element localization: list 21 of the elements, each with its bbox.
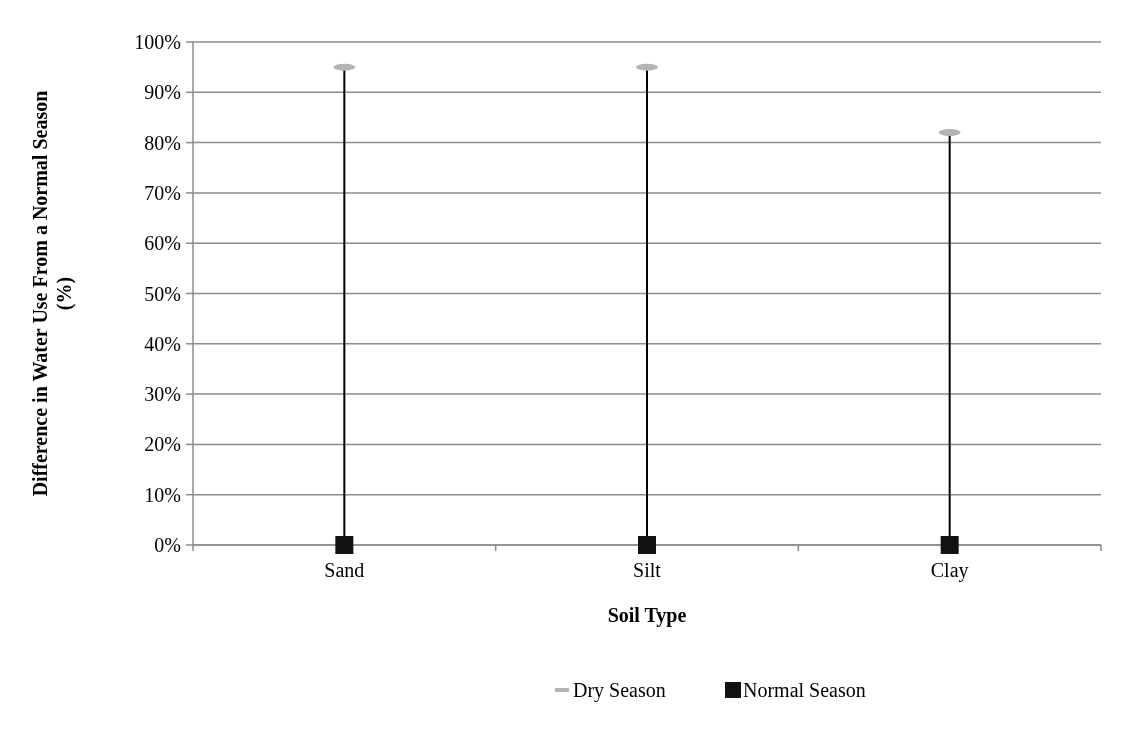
legend-label: Normal Season	[743, 679, 866, 701]
y-tick-label: 0%	[154, 534, 181, 556]
x-tick-label: Clay	[930, 559, 969, 582]
x-axis-title: Soil Type	[607, 604, 687, 627]
y-axis-title: Difference in Water Use From a Normal Season (%)	[29, 90, 76, 497]
y-tick-label: 100%	[134, 31, 181, 53]
point	[638, 536, 656, 554]
legend-label: Dry Season	[573, 679, 666, 702]
y-tick-label: 80%	[144, 131, 181, 154]
y-tick-label: 20%	[144, 433, 181, 456]
point	[335, 536, 354, 554]
y-tick-label: 50%	[144, 282, 181, 305]
point	[940, 536, 959, 554]
x-tick-label: Silt	[633, 559, 662, 581]
y-tick-label: 30%	[144, 383, 181, 406]
y-tick-label: 10%	[144, 483, 181, 506]
y-tick-label: 60%	[144, 232, 181, 255]
y-tick-label: 90%	[144, 81, 181, 104]
x-tick-label: Sand	[324, 559, 365, 581]
y-tick-label: 40%	[144, 332, 181, 355]
y-tick-label: 70%	[144, 181, 181, 204]
